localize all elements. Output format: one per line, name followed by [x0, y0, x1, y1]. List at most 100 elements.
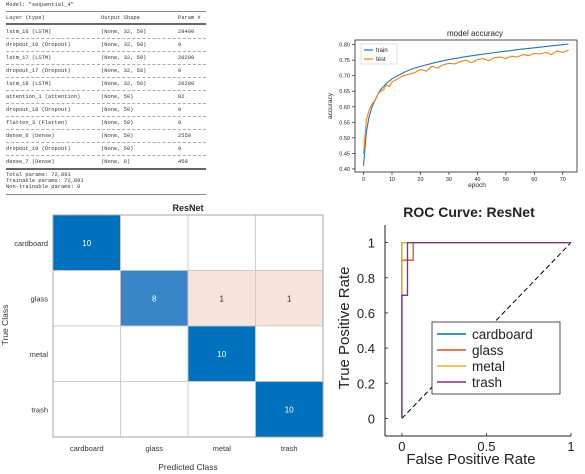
y-tick-label: metal	[30, 350, 49, 359]
y-tick-label: 0.60	[339, 105, 350, 111]
summary-rule-top	[6, 11, 206, 12]
matrix-cell	[255, 214, 324, 271]
matrix-cell	[52, 381, 121, 438]
matrix-cell-value: 10	[285, 405, 294, 414]
matrix-cell	[120, 214, 189, 271]
roc-legend-label-trash: trash	[472, 375, 502, 390]
output-shape: (None, 32, 50)	[101, 55, 147, 61]
x-tick-label: trash	[281, 444, 298, 453]
matrix-cell-value: 1	[220, 294, 225, 303]
layer-name: dense_6 (Dense)	[6, 133, 55, 139]
param-count: 2550	[178, 133, 191, 139]
accuracy-y-ticks: 0.40 0.45 0.50 0.55 0.60 0.65 0.70 0.75 0.80	[339, 43, 355, 173]
row-divider	[6, 155, 206, 156]
roc-axes: 0 0.2 0.4 0.6 0.8 1 0 0.5 1	[357, 225, 575, 454]
accuracy-chart-title: model accuracy	[447, 29, 503, 38]
y-tick-label: glass	[30, 294, 48, 303]
accuracy-legend: train test	[360, 43, 398, 65]
output-shape: (None, 32, 50)	[101, 29, 147, 35]
roc-series-lines	[401, 241, 572, 419]
summary-rule-header	[6, 23, 206, 25]
roc-legend-label-glass: glass	[472, 343, 504, 358]
summary-rule-end	[6, 194, 206, 195]
layer-name: dropout_18 (Dropout)	[6, 107, 71, 113]
output-shape: (None, 50)	[101, 94, 134, 100]
matrix-cell	[187, 270, 256, 327]
confusion-matrix-title: ResNet	[172, 203, 203, 213]
row-divider	[6, 129, 206, 130]
layer-name: lstm_16 (LSTM)	[6, 29, 52, 35]
matrix-cell	[187, 325, 256, 382]
roc-line-trash	[401, 241, 571, 419]
non-trainable-params: Non-trainable params: 0	[6, 184, 81, 190]
param-count: 0	[178, 120, 182, 126]
x-tick-label: 10	[389, 177, 395, 183]
matrix-cell	[187, 214, 256, 271]
matrix-cell	[255, 325, 324, 382]
roc-x-label: False Positive Rate	[406, 451, 535, 468]
roc-chart-title: ROC Curve: ResNet	[403, 204, 535, 220]
layer-name: dropout_16 (Dropout)	[6, 42, 71, 48]
y-tick-label: 0.70	[339, 74, 350, 80]
y-tick-label: 0.50	[339, 136, 350, 142]
x-tick-label: 50	[503, 177, 509, 183]
header-layer: Layer (type)	[6, 15, 45, 21]
y-tick-label: 0.40	[339, 167, 350, 173]
accuracy-series-lines	[362, 43, 569, 166]
row-divider	[6, 116, 206, 117]
param-count: 0	[178, 68, 182, 74]
x-tick-label: glass	[145, 444, 163, 453]
confusion-matrix-y-label: True Class	[0, 305, 10, 346]
output-shape: (None, 32, 50)	[101, 42, 147, 48]
accuracy-chart: model accuracy 0.400.450.500.550.600.650…	[327, 29, 578, 189]
param-count: 0	[178, 107, 182, 113]
y-tick-label: 0.4	[357, 341, 375, 356]
matrix-cell	[120, 270, 189, 327]
layer-name: dropout_17 (Dropout)	[6, 68, 71, 74]
trainable-params: Trainable params: 72,891	[6, 178, 84, 184]
roc-y-label: True Positive Rate	[336, 267, 353, 390]
row-divider	[6, 103, 206, 104]
x-tick-label: 60	[531, 177, 537, 183]
y-tick-label: 0.2	[357, 376, 375, 391]
y-tick-label: 0.80	[339, 43, 350, 49]
output-shape: (None, 32, 50)	[101, 81, 147, 87]
matrix-cell	[52, 325, 121, 382]
param-count: 0	[178, 42, 182, 48]
matrix-cell-value: 10	[217, 350, 226, 359]
confusion-matrix-x-tick-labels: cardboard glass metal trash	[70, 444, 298, 453]
x-tick-label: 1	[567, 439, 574, 454]
param-count: 29400	[178, 29, 195, 35]
row-divider	[6, 38, 206, 39]
matrix-cell-value: 8	[152, 294, 157, 303]
matrix-cell	[52, 270, 121, 327]
accuracy-plot-frame	[354, 39, 578, 173]
accuracy-x-label: epoch	[468, 182, 486, 189]
x-tick-label: 0	[398, 439, 405, 454]
y-tick-label: 0.65	[339, 89, 350, 95]
legend-test-label: test	[376, 57, 386, 63]
y-tick-label: trash	[31, 405, 48, 414]
param-count: 82	[178, 94, 185, 100]
y-tick-label: 0.6	[357, 306, 375, 321]
x-tick-label: 0.5	[477, 439, 495, 454]
accuracy-y-label: accuracy	[327, 92, 334, 119]
row-divider	[6, 77, 206, 78]
x-tick-label: 30	[446, 177, 452, 183]
y-tick-label: 0.75	[339, 58, 350, 64]
matrix-cell	[255, 270, 324, 327]
model-summary: Model: "sequential_4" Layer (type) Outpu…	[6, 2, 212, 198]
y-tick-label: 0.55	[339, 120, 350, 126]
y-tick-label: 0.8	[357, 271, 375, 286]
header-shape: Output Shape	[101, 15, 140, 21]
series-line-test	[362, 49, 569, 154]
output-shape: (None, 9)	[101, 159, 131, 165]
row-divider	[6, 90, 206, 91]
matrix-cell-value: 1	[287, 294, 292, 303]
confusion-matrix-x-label: Predicted Class	[158, 462, 218, 472]
matrix-cell	[120, 381, 189, 438]
x-tick-label: cardboard	[70, 444, 104, 453]
param-count: 20200	[178, 81, 195, 87]
output-shape: (None, 50)	[101, 120, 134, 126]
